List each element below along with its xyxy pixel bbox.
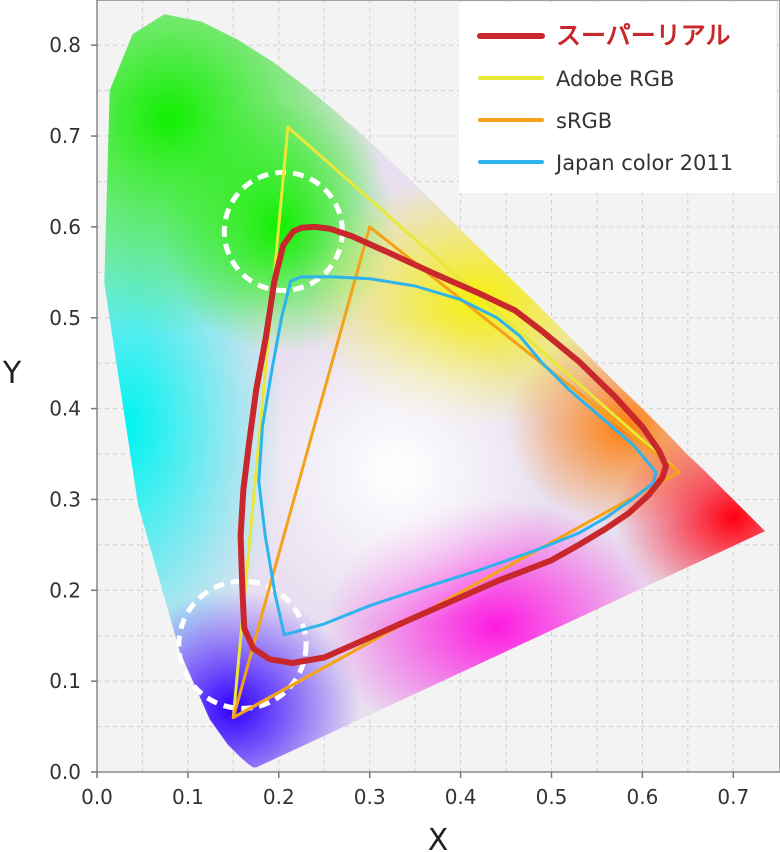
- y-tick-label: 0.5: [49, 306, 81, 330]
- y-tick-label: 0.3: [49, 487, 81, 511]
- y-tick-label: 0.8: [49, 33, 81, 57]
- series-line-japan-color-2011: [257, 275, 658, 637]
- y-tick-label: 0.1: [49, 669, 81, 693]
- legend-label: sRGB: [556, 109, 612, 133]
- x-tick-label: 0.5: [536, 785, 568, 809]
- color-fill-region: [242, 317, 552, 627]
- x-tick-label: 0.3: [354, 785, 386, 809]
- x-tick-label: 0.1: [172, 785, 204, 809]
- legend-label: Adobe RGB: [556, 67, 674, 91]
- y-tick-label: 0.7: [49, 124, 81, 148]
- dashed-circle-annotation: [176, 578, 309, 711]
- series-line-super-real: [237, 223, 669, 666]
- x-axis-title: X: [428, 823, 449, 852]
- series-layer: [231, 125, 681, 719]
- legend-label: Japan color 2011: [554, 151, 733, 175]
- x-tick-label: 0.6: [626, 785, 658, 809]
- plot-frame: [96, 0, 780, 773]
- series-line-srgb: [231, 225, 681, 719]
- x-tick-label: 0.0: [81, 785, 113, 809]
- y-tick-label: 0.6: [49, 215, 81, 239]
- y-tick-label: 0.0: [49, 760, 81, 784]
- x-tick-label: 0.4: [445, 785, 477, 809]
- y-tick-label: 0.4: [49, 397, 81, 421]
- x-tick-label: 0.7: [717, 785, 749, 809]
- y-axis-title: Y: [2, 356, 22, 391]
- y-tick-label: 0.2: [49, 578, 81, 602]
- legend-label: スーパーリアル: [556, 21, 731, 50]
- legend: スーパーリアル Adobe RGB sRGB Japan color 2011: [459, 2, 776, 193]
- x-tick-label: 0.2: [263, 785, 295, 809]
- axes-layer: 0.0 0.1 0.2 0.3 0.4 0.5 0.6 0.7 0.0 0.1 0.2 0.3 0.4 0…: [49, 33, 749, 809]
